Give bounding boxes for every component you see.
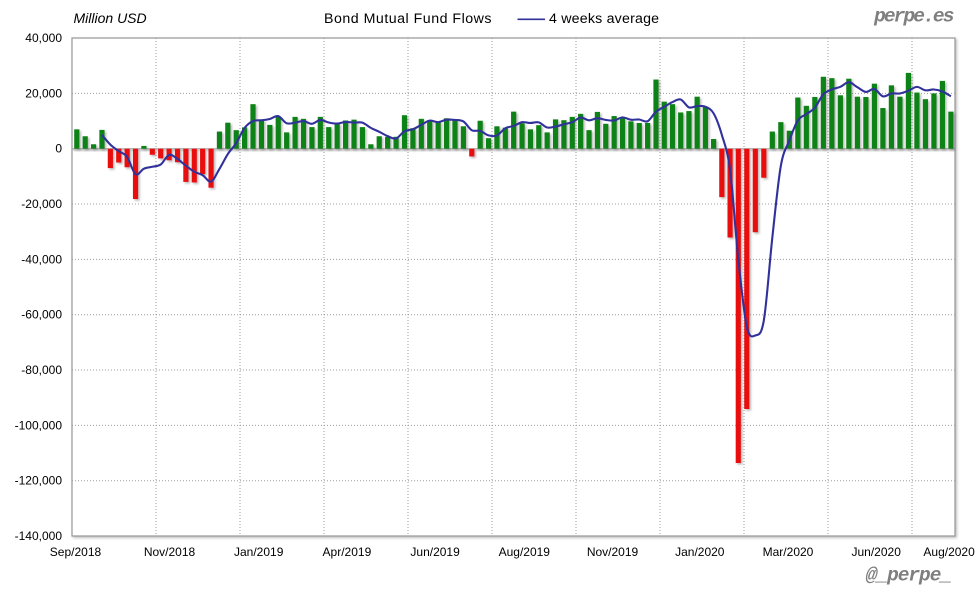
svg-text:perpe.es: perpe.es [873, 6, 954, 28]
svg-text:-60,000: -60,000 [21, 308, 62, 322]
svg-text:-80,000: -80,000 [21, 363, 62, 377]
svg-text:Million USD: Million USD [74, 10, 147, 26]
svg-text:40,000: 40,000 [25, 31, 62, 45]
svg-text:0: 0 [55, 142, 62, 156]
svg-text:Jun/2019: Jun/2019 [410, 545, 460, 559]
svg-text:-100,000: -100,000 [15, 418, 63, 432]
svg-text:Aug/2019: Aug/2019 [499, 545, 551, 559]
svg-text:Sep/2018: Sep/2018 [50, 545, 102, 559]
svg-text:Mar/2020: Mar/2020 [763, 545, 814, 559]
svg-text:Jun/2020: Jun/2020 [852, 545, 902, 559]
svg-text:Nov/2019: Nov/2019 [587, 545, 639, 559]
svg-text:Bond Mutual Fund Flows: Bond Mutual Fund Flows [324, 11, 492, 27]
svg-text:-40,000: -40,000 [21, 252, 62, 266]
svg-text:Jan/2020: Jan/2020 [675, 545, 725, 559]
svg-text:4 weeks average: 4 weeks average [549, 11, 659, 27]
svg-text:Apr/2019: Apr/2019 [323, 545, 372, 559]
svg-text:-120,000: -120,000 [15, 474, 63, 488]
svg-text:@_perpe_: @_perpe_ [866, 565, 952, 587]
svg-text:-140,000: -140,000 [15, 529, 63, 543]
svg-text:Aug/2020: Aug/2020 [923, 545, 975, 559]
svg-text:20,000: 20,000 [25, 86, 62, 100]
svg-text:-20,000: -20,000 [21, 197, 62, 211]
svg-text:Nov/2018: Nov/2018 [144, 545, 196, 559]
svg-text:Jan/2019: Jan/2019 [234, 545, 284, 559]
